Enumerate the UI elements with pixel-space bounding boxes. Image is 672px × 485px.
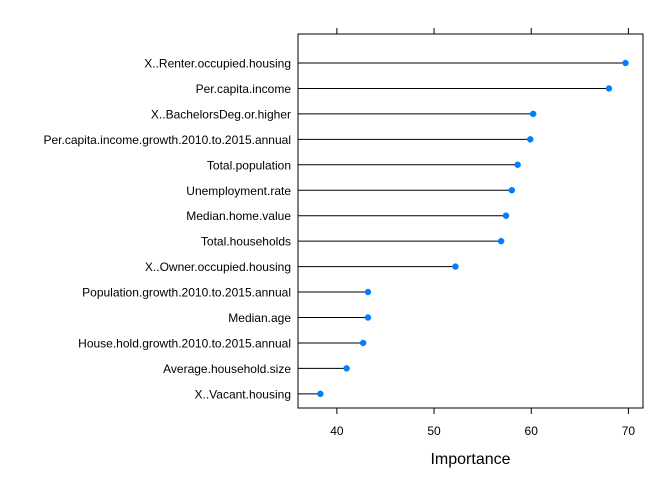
- category-label: Unemployment.rate: [186, 184, 291, 198]
- category-label: X..Renter.occupied.housing: [144, 57, 291, 71]
- importance-point: [452, 263, 459, 270]
- category-label: X..Vacant.housing: [194, 387, 291, 401]
- importance-point: [502, 212, 510, 219]
- category-label: Total.households: [201, 235, 291, 249]
- importance-point: [529, 110, 537, 118]
- x-tick-label: 60: [525, 424, 539, 438]
- x-tick-label: 40: [330, 424, 344, 438]
- importance-point: [514, 161, 521, 169]
- x-axis-title: Importance: [430, 451, 510, 468]
- category-label: House.hold.growth.2010.to.2015.annual: [78, 336, 291, 350]
- x-tick-label: 70: [622, 424, 636, 438]
- category-label: Per.capita.income.growth.2010.to.2015.an…: [43, 133, 291, 147]
- importance-point: [317, 390, 324, 398]
- x-tick-label: 50: [427, 424, 441, 438]
- category-label: Average.household.size: [163, 362, 291, 376]
- importance-point: [359, 339, 367, 347]
- category-label: X..Owner.occupied.housing: [145, 260, 291, 274]
- category-label: X..BachelorsDeg.or.higher: [151, 107, 291, 121]
- category-label: Population.growth.2010.to.2015.annual: [82, 286, 291, 300]
- importance-point: [497, 237, 505, 245]
- plot-layer: 40 50 60 70 X..Renter.occupied.housing Per.ca…: [43, 28, 644, 468]
- category-label: Total.population: [207, 158, 291, 172]
- importance-point: [364, 288, 372, 296]
- category-label: Per.capita.income: [196, 82, 292, 96]
- importance-point: [364, 314, 372, 321]
- importance-point: [622, 59, 629, 67]
- category-label: Median.age: [228, 311, 291, 325]
- category-label: Median.home.value: [186, 209, 291, 223]
- importance-point: [508, 187, 516, 194]
- plot-panel-border: [297, 33, 644, 409]
- importance-point: [527, 136, 534, 143]
- importance-point: [605, 85, 613, 92]
- importance-point: [343, 365, 350, 372]
